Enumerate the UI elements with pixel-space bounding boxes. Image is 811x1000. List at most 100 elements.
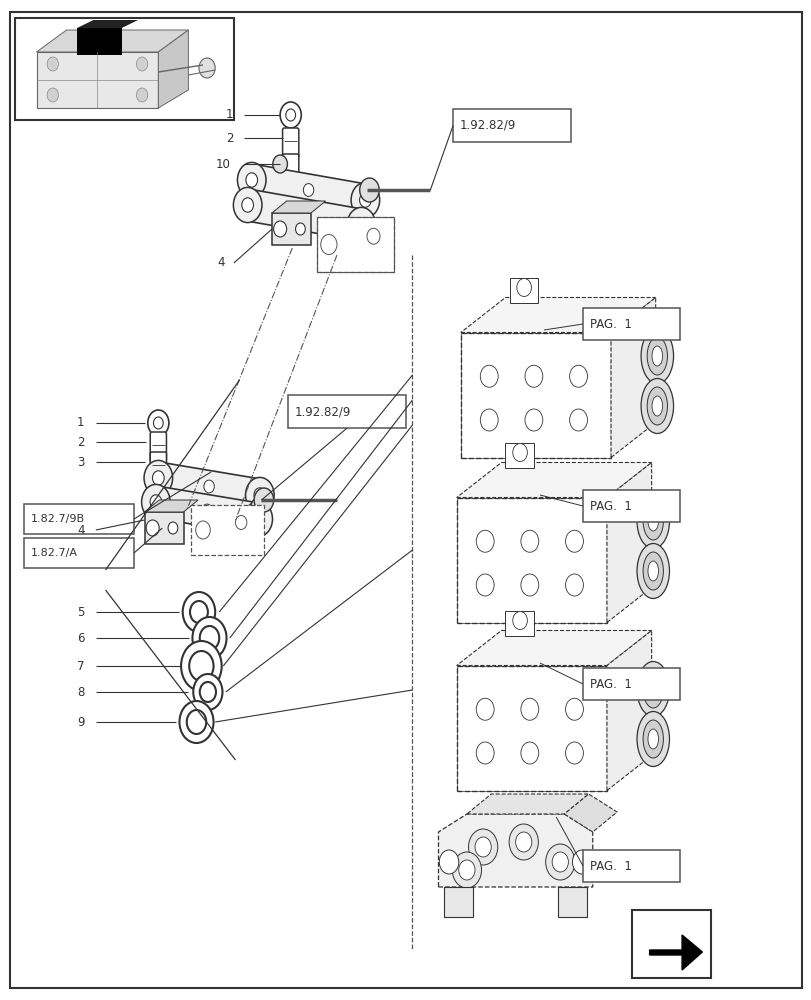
Ellipse shape [636,712,668,766]
Circle shape [179,701,213,743]
Text: 1.82.7/A: 1.82.7/A [31,548,78,558]
FancyBboxPatch shape [282,128,298,158]
Circle shape [237,162,266,198]
Circle shape [136,88,148,102]
Circle shape [200,626,219,650]
Circle shape [152,471,164,485]
Bar [631,910,710,978]
Polygon shape [158,30,188,108]
Text: PAG.  1: PAG. 1 [589,499,631,512]
Bar [582,308,680,340]
Bar [509,277,538,302]
Circle shape [480,409,498,431]
Circle shape [355,218,367,232]
Text: 2: 2 [225,131,233,144]
Circle shape [195,521,210,539]
Ellipse shape [647,679,658,699]
Bar [456,666,607,790]
Polygon shape [250,164,367,216]
Text: 6: 6 [77,632,84,645]
Circle shape [520,698,538,720]
Bar [582,490,680,522]
Text: 1: 1 [225,108,233,121]
Polygon shape [272,201,325,213]
Bar [461,332,610,458]
Bar [456,498,607,622]
Circle shape [480,365,498,387]
Ellipse shape [636,544,668,598]
Ellipse shape [641,378,673,434]
Circle shape [545,844,574,880]
Circle shape [150,495,161,509]
Circle shape [524,365,542,387]
Circle shape [200,682,216,702]
Text: 7: 7 [77,660,84,672]
Bar [272,213,311,245]
Circle shape [564,574,583,596]
Polygon shape [456,630,650,666]
Circle shape [189,651,213,681]
Circle shape [551,852,568,872]
Circle shape [524,409,542,431]
Circle shape [572,850,591,874]
Circle shape [569,409,586,431]
Circle shape [182,592,215,632]
Circle shape [141,484,170,520]
Text: 5: 5 [77,605,84,618]
Polygon shape [610,298,654,458]
Circle shape [452,852,481,888]
Circle shape [187,710,206,734]
Ellipse shape [642,502,663,540]
Bar [444,887,473,917]
Circle shape [168,522,178,534]
Circle shape [350,182,380,218]
Polygon shape [36,30,188,52]
Ellipse shape [636,493,668,548]
Text: 10: 10 [216,157,230,170]
Circle shape [564,530,583,552]
Circle shape [47,57,58,71]
Bar [15,18,234,120]
Polygon shape [564,794,616,832]
Circle shape [474,837,491,857]
Circle shape [439,850,458,874]
Polygon shape [607,462,650,622]
Circle shape [252,512,264,526]
FancyBboxPatch shape [150,452,166,482]
Circle shape [367,228,380,244]
Ellipse shape [647,511,658,531]
Ellipse shape [647,561,658,581]
Circle shape [303,184,313,196]
Bar [504,442,534,468]
Bar [456,666,607,790]
Circle shape [475,698,493,720]
Circle shape [254,488,265,502]
Circle shape [251,498,265,516]
Text: 3: 3 [77,456,84,468]
Polygon shape [77,28,122,55]
Text: 1.92.82/9: 1.92.82/9 [459,119,515,132]
Bar [24,504,134,534]
Polygon shape [438,814,592,887]
Circle shape [569,365,586,387]
Polygon shape [144,500,198,512]
Circle shape [512,611,527,630]
Polygon shape [157,462,261,511]
Bar [461,332,610,458]
Circle shape [517,278,531,296]
Polygon shape [154,486,260,535]
Circle shape [515,832,531,852]
Circle shape [47,88,58,102]
Circle shape [475,574,493,596]
Circle shape [202,504,212,517]
Text: PAG.  1: PAG. 1 [589,318,631,330]
Circle shape [359,178,379,202]
Circle shape [458,860,474,880]
Bar [582,850,680,882]
Circle shape [153,417,163,429]
Bar [144,512,183,544]
Circle shape [272,155,287,173]
Polygon shape [649,935,702,970]
Text: PAG.  1: PAG. 1 [589,859,631,872]
Text: 1.82.7/9B: 1.82.7/9B [31,514,85,524]
